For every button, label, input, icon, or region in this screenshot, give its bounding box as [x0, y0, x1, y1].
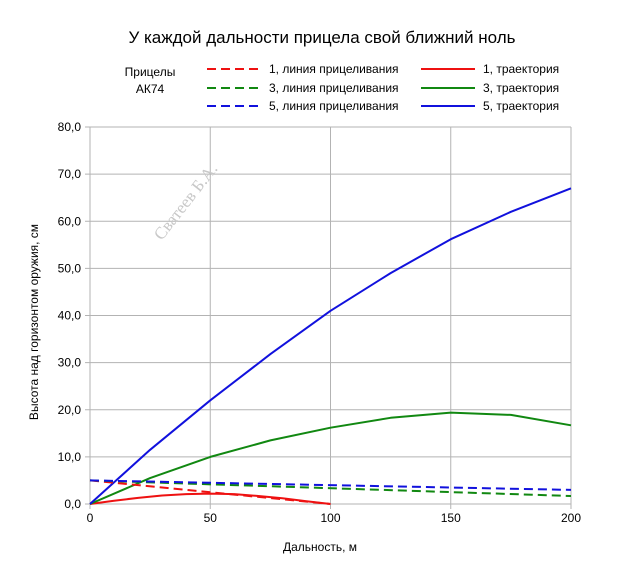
x-tick-label: 0	[87, 511, 94, 525]
x-tick-label: 150	[441, 511, 461, 525]
y-tick-label: 30,0	[58, 356, 82, 370]
y-tick-label: 60,0	[58, 214, 82, 228]
x-ticks: 0 50 100 150 200	[87, 511, 582, 525]
series-line-5	[89, 479, 572, 491]
y-ticks: 0,0 10,0 20,0 30,0 40,0 50,0 60,0 70,0 80,0	[58, 120, 82, 511]
legend-title-line-2: АК74	[136, 82, 165, 96]
y-tick-label: 50,0	[58, 261, 82, 275]
x-tick-label: 50	[204, 511, 218, 525]
y-tick-label: 10,0	[58, 450, 82, 464]
y-axis-label: Высота над горизонтом оружия, см	[27, 224, 41, 420]
y-tick-label: 40,0	[58, 309, 82, 323]
legend-label: 5, линия прицеливания	[269, 99, 399, 113]
series-line-1	[89, 479, 331, 505]
legend-label: 5, траектория	[483, 99, 559, 113]
y-tick-label: 20,0	[58, 403, 82, 417]
legend-label: 1, линия прицеливания	[269, 62, 399, 76]
grid	[85, 126, 572, 509]
series-line-3	[89, 479, 572, 497]
chart-title: У каждой дальности прицела свой ближний …	[128, 28, 515, 47]
y-tick-label: 70,0	[58, 167, 82, 181]
legend-title-line-1: Прицелы	[125, 65, 176, 79]
legend-label: 3, линия прицеливания	[269, 81, 399, 95]
y-tick-label: 80,0	[58, 120, 82, 134]
series-line-6	[89, 187, 572, 505]
x-tick-label: 200	[561, 511, 581, 525]
legend-label: 1, траектория	[483, 62, 559, 76]
series-lines	[89, 187, 572, 505]
y-tick-label: 0,0	[64, 497, 81, 511]
legend: 1, линия прицеливания 1, траектория 3, лин…	[207, 62, 559, 113]
x-tick-label: 100	[320, 511, 340, 525]
x-axis-label: Дальность, м	[283, 540, 357, 554]
legend-label: 3, траектория	[483, 81, 559, 95]
series-line-4	[89, 411, 572, 505]
